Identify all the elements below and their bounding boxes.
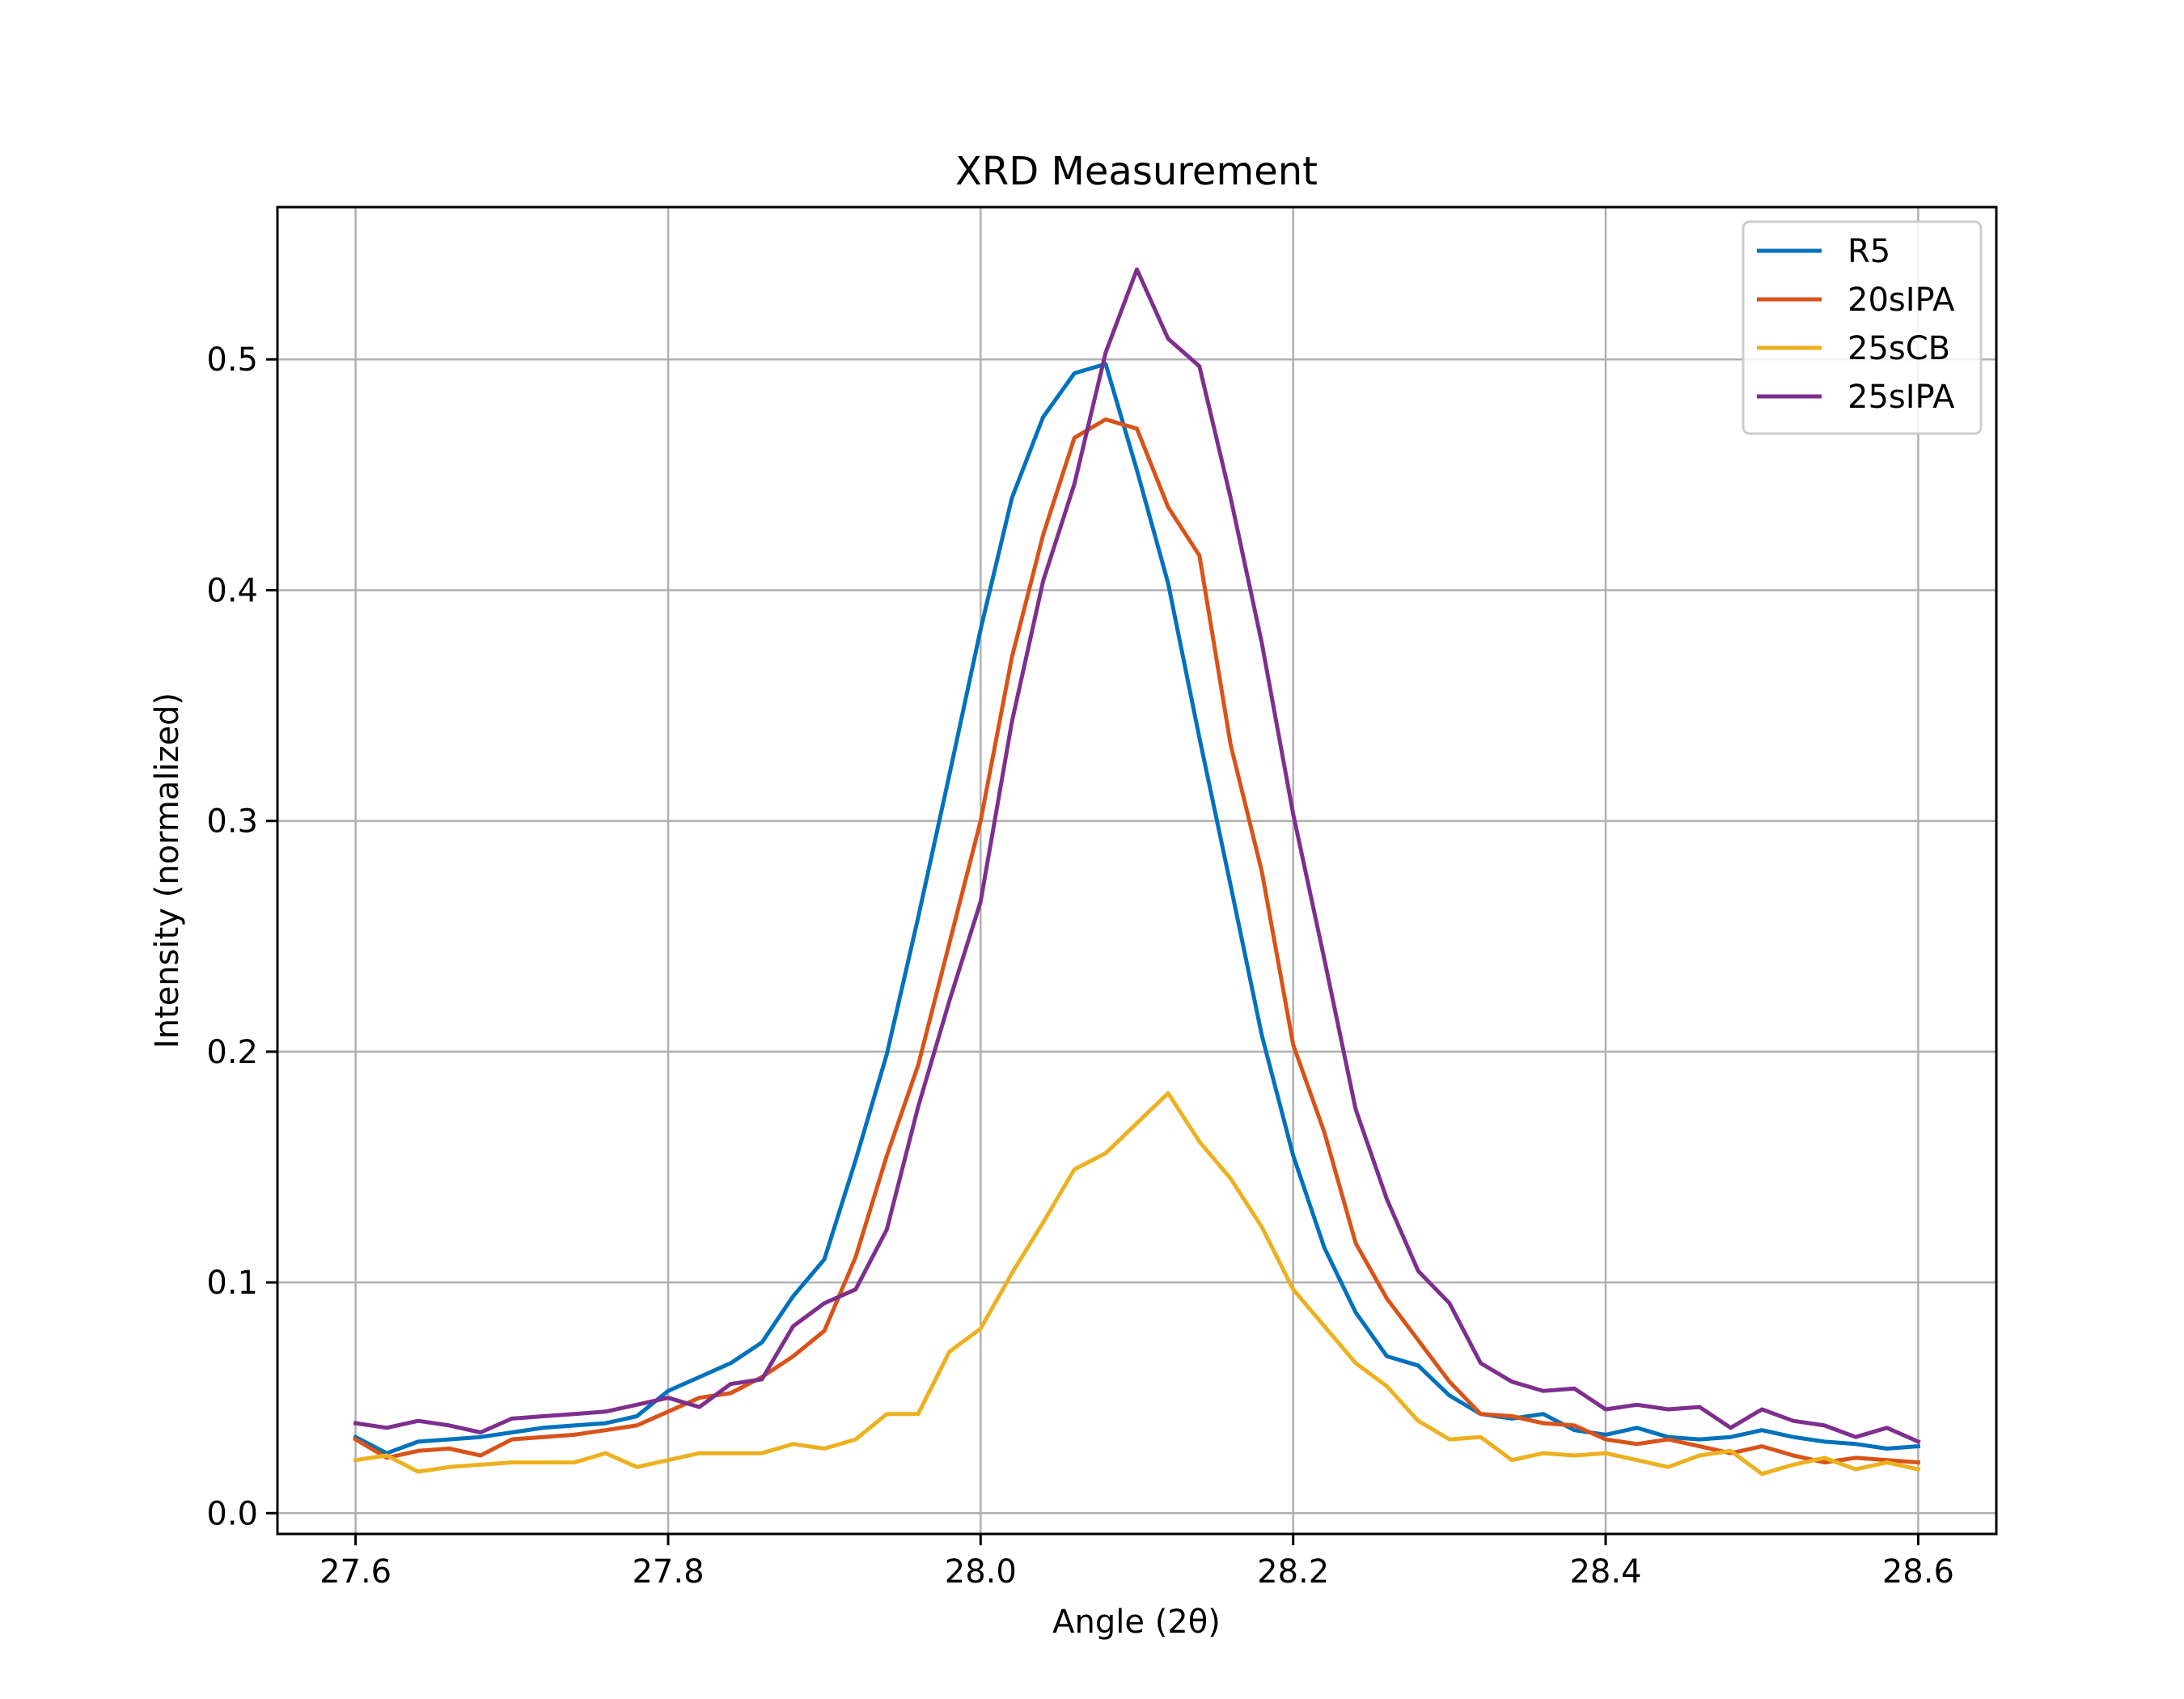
y-tick-label: 0.0 <box>206 1495 258 1532</box>
legend-label: R5 <box>1848 233 1890 270</box>
plot-series <box>353 267 1921 1477</box>
x-tick-label: 27.8 <box>632 1553 704 1591</box>
series-line-25sCB <box>353 1091 1921 1477</box>
series-line-20sIPA <box>353 417 1921 1465</box>
chart-title: XRD Measurement <box>955 149 1318 194</box>
legend-box <box>1742 220 1983 435</box>
y-tick-label: 0.4 <box>206 573 258 610</box>
grid <box>277 207 1996 1534</box>
y-tick-label: 0.1 <box>206 1265 258 1302</box>
x-axis-label: Angle (2θ) <box>1052 1604 1221 1641</box>
legend: R5 20sIPA 25sCB 25sIPA <box>1742 220 1983 435</box>
x-axis-ticks: 27.6 27.8 28.0 28.2 28.4 28.6 <box>320 1534 1954 1591</box>
x-tick-label: 27.6 <box>320 1553 392 1591</box>
legend-label: 25sCB <box>1848 330 1950 367</box>
x-tick-label: 28.6 <box>1882 1553 1954 1591</box>
x-tick-label: 28.0 <box>945 1553 1017 1591</box>
y-tick-label: 0.3 <box>206 803 258 841</box>
y-tick-label: 0.2 <box>206 1034 258 1071</box>
legend-label: 25sIPA <box>1848 379 1955 416</box>
x-tick-label: 28.4 <box>1569 1553 1641 1591</box>
x-tick-label: 28.2 <box>1257 1553 1329 1591</box>
y-axis-ticks: 0.0 0.1 0.2 0.3 0.4 0.5 <box>206 341 277 1532</box>
series-line-R5 <box>353 362 1921 1455</box>
plot-frame <box>276 205 1998 1536</box>
y-tick-label: 0.5 <box>206 341 258 379</box>
series-line-25sIPA <box>353 267 1921 1445</box>
legend-label: 20sIPA <box>1848 282 1955 319</box>
y-axis-label: Intensity (normalized) <box>149 693 186 1049</box>
